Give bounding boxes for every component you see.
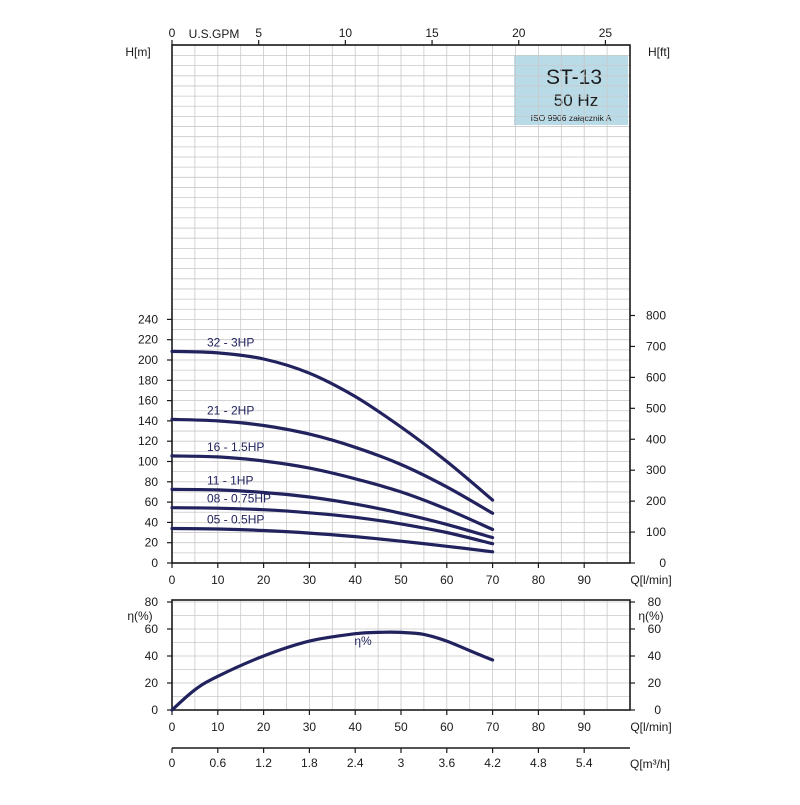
eff-y-right-tick-label: 60 (648, 622, 662, 636)
efficiency-curve (170, 630, 495, 712)
head-y-right-tick-label: 0 (659, 556, 666, 570)
head-curve-label: 32 - 3HP (207, 335, 254, 349)
head-x-tick-label: 30 (303, 573, 317, 587)
head-y-right-tick-label: 400 (646, 432, 666, 446)
eff-x-tick-label: 70 (486, 720, 500, 734)
top-gpm-tick-label: 5 (255, 26, 262, 40)
head-curve-label: 21 - 2HP (207, 403, 254, 417)
head-y-tick-label: 120 (138, 434, 158, 448)
head-x-tick-label: 0 (169, 573, 176, 587)
eff-y-tick-label: 20 (145, 676, 159, 690)
flow-m3h-tick-label: 0.6 (209, 756, 226, 770)
eff-x-tick-label: 30 (303, 720, 317, 734)
head-y-tick-label: 60 (145, 495, 159, 509)
eff-x-tick-label: 50 (394, 720, 408, 734)
head-curve-3 (170, 454, 495, 532)
chart-note: ISO 9906 załącznik A (531, 113, 612, 123)
model-info-box (514, 55, 628, 125)
head-curve-label: 08 - 0.75HP (207, 492, 271, 506)
head-x-tick-label: 80 (532, 573, 546, 587)
head-y-tick-label: 140 (138, 414, 158, 428)
top-axis-label: U.S.GPM (189, 27, 240, 41)
eff-y-tick-label: 60 (145, 622, 159, 636)
x-axis-label-flow-m3h: Q[m³/h] (630, 757, 670, 771)
head-curve-5 (170, 506, 495, 546)
eff-y-axis-label-right: η(%) (638, 609, 663, 623)
head-y-right-tick-label: 200 (646, 494, 666, 508)
head-curve-1 (170, 349, 495, 502)
head-y-right-tick-label: 300 (646, 463, 666, 477)
eff-y-tick-label: 80 (145, 595, 159, 609)
top-gpm-tick-label: 0 (169, 26, 176, 40)
head-x-tick-label: 70 (486, 573, 500, 587)
flow-m3h-tick-label: 0 (169, 756, 176, 770)
flow-m3h-tick-label: 4.8 (530, 756, 547, 770)
eff-y-tick-label: 40 (145, 649, 159, 663)
flow-m3h-tick-label: 3.6 (438, 756, 455, 770)
head-curve-2 (170, 417, 495, 515)
eff-y-axis-label-left: η(%) (127, 609, 152, 623)
head-x-tick-label: 90 (578, 573, 592, 587)
head-y-right-tick-label: 800 (646, 309, 666, 323)
head-y-tick-label: 180 (138, 373, 158, 387)
chart-title: ST-13 (546, 66, 602, 89)
head-x-tick-label: 40 (349, 573, 363, 587)
head-y-right-tick-label: 700 (646, 339, 666, 353)
head-x-tick-label: 20 (257, 573, 271, 587)
eff-x-tick-label: 40 (349, 720, 363, 734)
head-x-tick-label: 10 (211, 573, 225, 587)
top-gpm-tick-label: 25 (599, 26, 613, 40)
head-y-right-tick-label: 500 (646, 401, 666, 415)
head-curve-label: 11 - 1HP (207, 473, 253, 487)
head-curve-label: 05 - 0.5HP (207, 512, 264, 526)
efficiency-curve-label: η% (354, 634, 372, 648)
x-axis-label-eff: Q[l/min] (630, 720, 671, 734)
eff-y-right-tick-label: 20 (648, 676, 662, 690)
head-y-tick-label: 100 (138, 455, 158, 469)
flow-m3h-tick-label: 1.2 (255, 756, 272, 770)
flow-m3h-tick-label: 4.2 (484, 756, 501, 770)
y-axis-label-left: H[m] (125, 45, 150, 59)
eff-x-tick-label: 20 (257, 720, 271, 734)
head-y-tick-label: 200 (138, 353, 158, 367)
eff-x-tick-label: 10 (211, 720, 225, 734)
eff-y-right-tick-label: 40 (648, 649, 662, 663)
flow-m3h-tick-label: 3 (398, 756, 405, 770)
head-x-tick-label: 50 (394, 573, 408, 587)
top-gpm-tick-label: 20 (512, 26, 526, 40)
eff-x-tick-label: 0 (169, 720, 176, 734)
head-y-tick-label: 240 (138, 312, 158, 326)
x-axis-label-head: Q[l/min] (630, 573, 671, 587)
head-curve-4 (170, 487, 495, 540)
head-y-right-tick-label: 100 (646, 525, 666, 539)
flow-m3h-tick-label: 1.8 (301, 756, 318, 770)
head-y-right-tick-label: 600 (646, 370, 666, 384)
eff-y-right-tick-label: 0 (654, 703, 661, 717)
chart-subtitle: 50 Hz (554, 91, 598, 110)
y-axis-label-right: H[ft] (648, 45, 670, 59)
head-y-tick-label: 0 (151, 556, 158, 570)
head-x-tick-label: 60 (440, 573, 454, 587)
flow-m3h-tick-label: 5.4 (576, 756, 593, 770)
eff-x-tick-label: 80 (532, 720, 546, 734)
top-gpm-tick-label: 15 (425, 26, 439, 40)
eff-y-tick-label: 0 (151, 703, 158, 717)
flow-m3h-tick-label: 2.4 (347, 756, 364, 770)
head-y-tick-label: 220 (138, 333, 158, 347)
head-y-tick-label: 160 (138, 394, 158, 408)
head-curve-label: 16 - 1.5HP (207, 440, 264, 454)
top-gpm-tick-label: 10 (339, 26, 353, 40)
eff-x-tick-label: 90 (578, 720, 592, 734)
eff-y-right-tick-label: 80 (648, 595, 662, 609)
grid-lines (172, 44, 630, 710)
head-y-tick-label: 20 (145, 536, 159, 550)
eff-x-tick-label: 60 (440, 720, 454, 734)
head-y-tick-label: 80 (145, 475, 159, 489)
head-curve-6 (170, 526, 495, 554)
head-y-tick-label: 40 (145, 515, 159, 529)
